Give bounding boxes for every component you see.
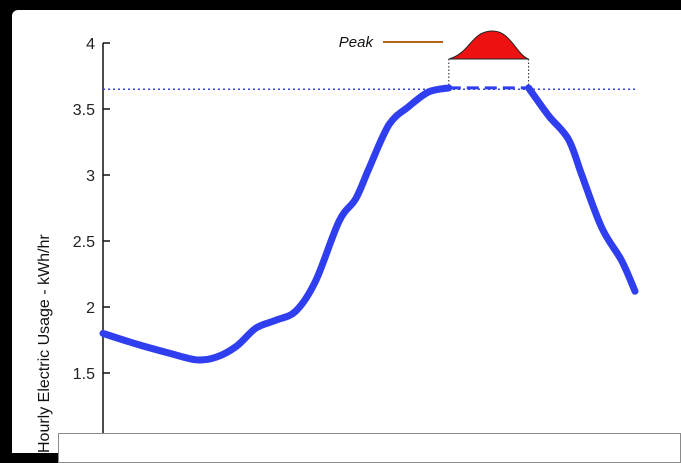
y-tick-label: 2.5 [73,234,95,251]
y-axis-title: Hourly Electric Usage - kWh/hr [36,234,53,453]
peak-label: Peak [339,34,375,51]
chart-canvas: 1.5 2 2.5 3 3.5 4 Hourly Electric Usage - kWh… [12,10,681,453]
usage-line-segment [525,84,639,295]
y-tick-label: 2 [86,300,95,317]
y-axis: 1.5 2 2.5 3 3.5 4 [73,36,110,453]
peak-annotation: Peak [339,30,530,88]
bottom-panel [58,433,681,463]
y-tick-label: 3.5 [73,102,95,119]
y-tick-label: 1.5 [73,366,95,383]
peak-bell-shape [448,30,529,60]
y-ticks: 1.5 2 2.5 3 3.5 4 [73,36,110,383]
line-chart: 1.5 2 2.5 3 3.5 4 Hourly Electric Usage - kWh… [36,30,639,453]
usage-line-segment [99,84,453,364]
y-tick-label: 3 [86,168,95,185]
y-tick-label: 4 [86,36,95,53]
